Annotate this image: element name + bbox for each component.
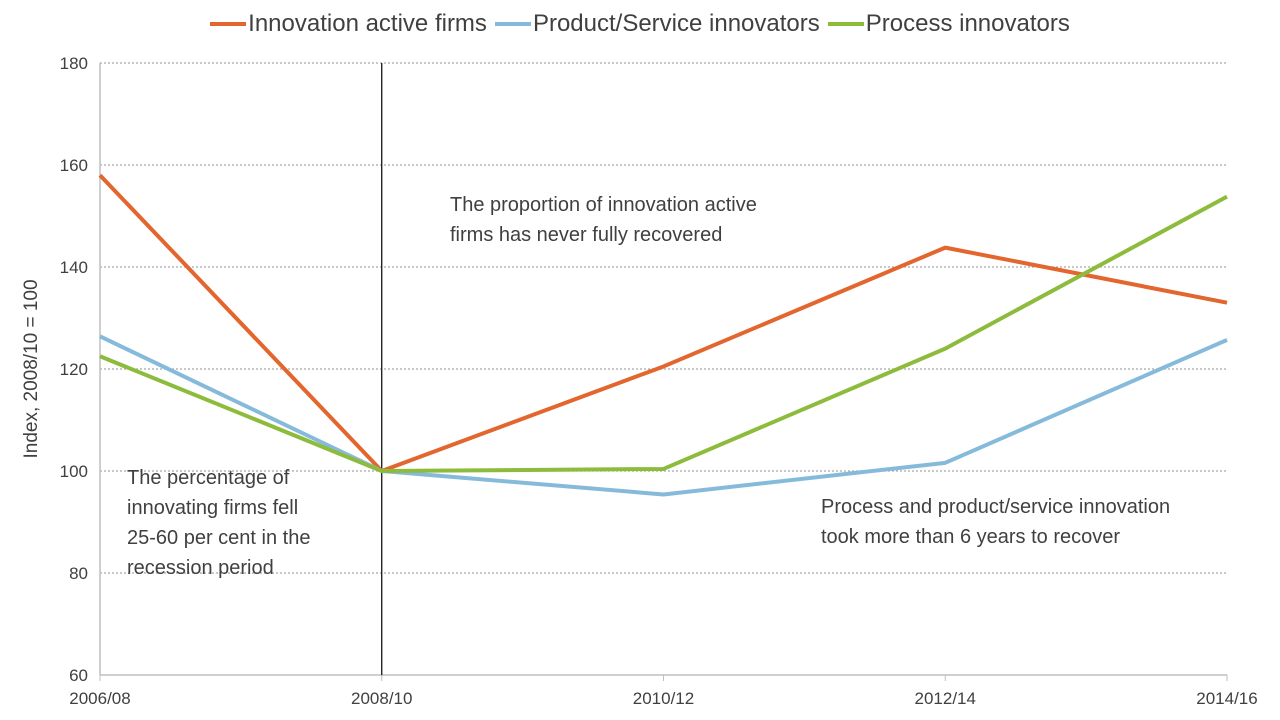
x-tick-label: 2006/08 — [69, 689, 130, 708]
y-tick-label: 160 — [60, 156, 88, 175]
annotation-line: The percentage of — [127, 467, 290, 489]
legend-swatch — [210, 22, 247, 26]
annotation-line: innovating firms fell — [127, 497, 299, 519]
legend: Innovation active firms Product/Service … — [0, 10, 1280, 38]
legend-label: Product/Service innovators — [532, 10, 820, 37]
annotation-six-years: Process and product/service innovation t… — [821, 492, 1170, 552]
y-axis-label: Index, 2008/10 = 100 — [21, 279, 42, 458]
legend-item-product-service: Product/Service innovators — [494, 10, 820, 38]
legend-swatch — [494, 22, 531, 26]
annotation-line: firms has never fully recovered — [450, 224, 723, 246]
annotation-line: recession period — [127, 557, 274, 579]
annotation-recession-fall: The percentage of innovating firms fell … — [127, 463, 310, 583]
annotation-line: took more than 6 years to recover — [821, 526, 1121, 548]
y-tick-label: 140 — [60, 258, 88, 277]
annotation-line: Process and product/service innovation — [821, 496, 1171, 518]
y-tick-label: 60 — [69, 666, 88, 685]
y-tick-label: 120 — [60, 360, 88, 379]
x-tick-label: 2014/16 — [1196, 689, 1257, 708]
legend-item-innovation-active: Innovation active firms — [210, 10, 487, 38]
annotation-line: 25-60 per cent in the — [127, 527, 311, 549]
legend-swatch — [827, 22, 864, 26]
y-tick-label: 80 — [69, 564, 88, 583]
annotation-never-recovered: The proportion of innovation active firm… — [450, 190, 757, 250]
x-tick-label: 2010/12 — [633, 689, 694, 708]
legend-label: Innovation active firms — [248, 10, 487, 37]
x-tick-label: 2008/10 — [351, 689, 412, 708]
y-tick-label: 100 — [60, 462, 88, 481]
legend-item-process: Process innovators — [827, 10, 1070, 38]
x-tick-label: 2012/14 — [915, 689, 976, 708]
y-tick-label: 180 — [60, 54, 88, 73]
annotation-line: The proportion of innovation active — [450, 194, 757, 216]
legend-label: Process innovators — [865, 10, 1070, 37]
